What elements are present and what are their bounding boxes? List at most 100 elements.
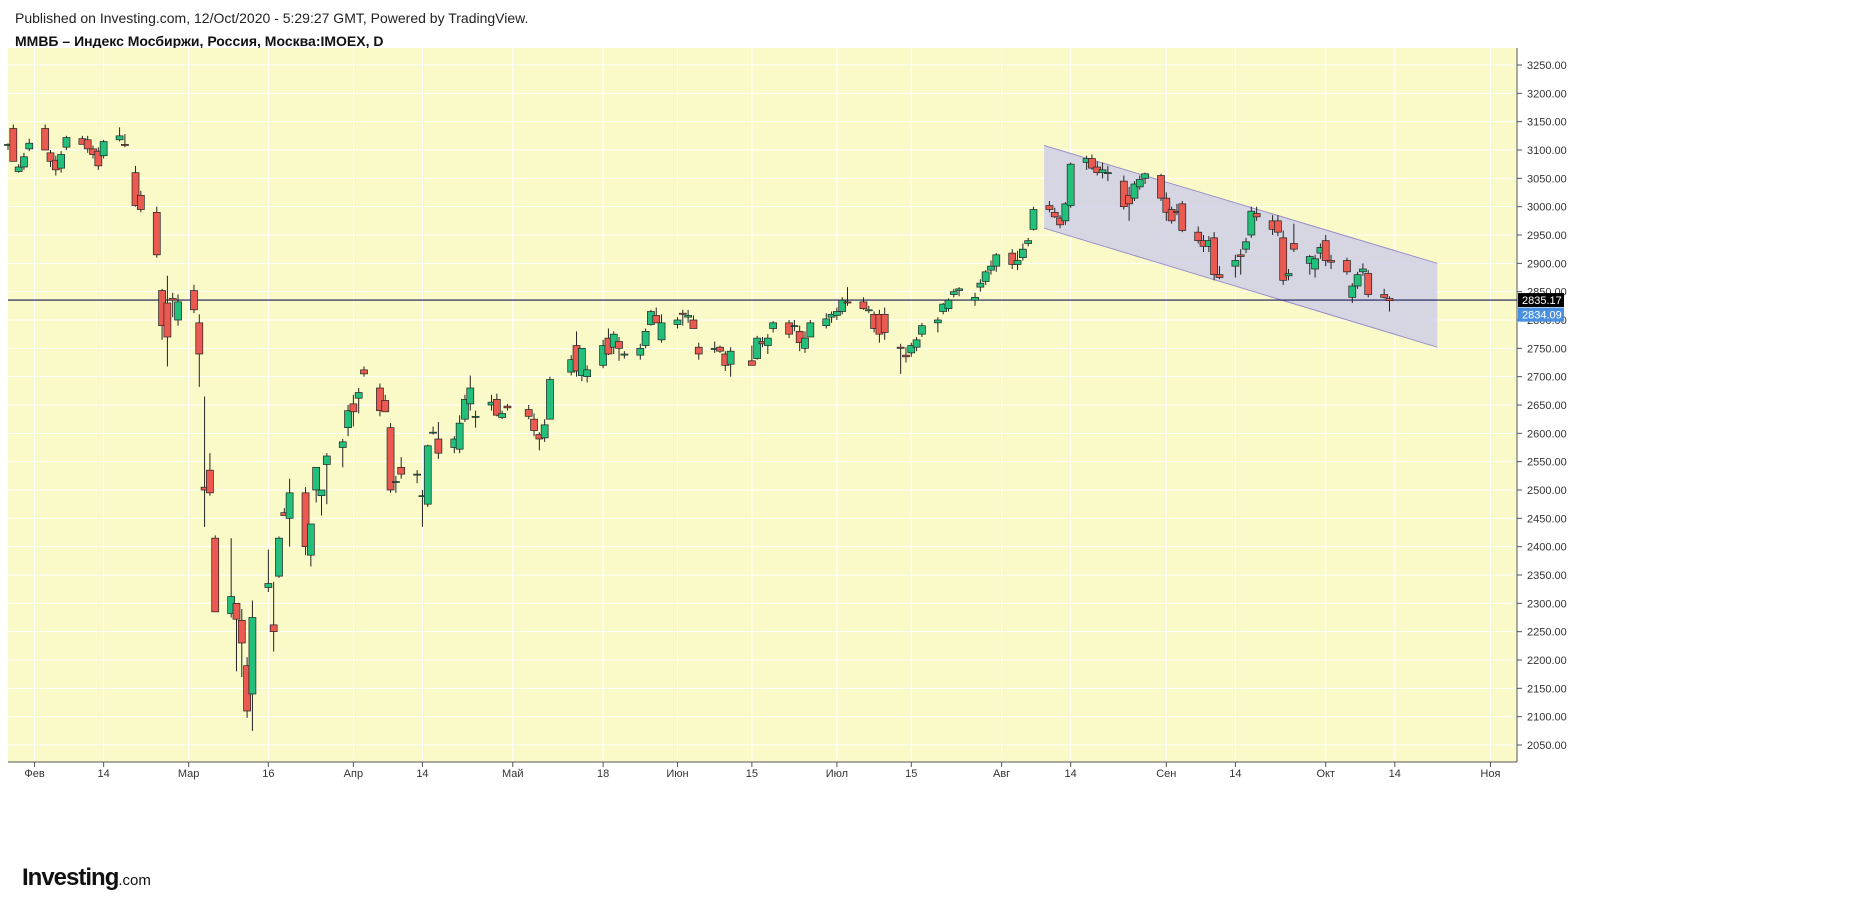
- candle: [620, 351, 629, 359]
- candle-body: [1380, 294, 1389, 298]
- candle-body: [434, 438, 443, 454]
- candle-body: [1141, 173, 1149, 179]
- time-tick-label: 15: [746, 768, 758, 780]
- candle-body: [1056, 217, 1064, 226]
- time-tick-label: Апр: [344, 768, 363, 780]
- candle: [322, 453, 331, 505]
- time-axis-area: [0, 762, 1517, 924]
- candle-body: [1024, 240, 1033, 244]
- candle: [1157, 173, 1165, 201]
- candle-body: [896, 346, 905, 349]
- candle-body: [753, 337, 762, 359]
- candle-body: [466, 387, 475, 405]
- candle: [206, 453, 214, 496]
- candle-body: [62, 137, 71, 148]
- time-tick-label: 14: [98, 768, 110, 780]
- candle: [1135, 175, 1144, 190]
- candle: [1194, 226, 1203, 244]
- candle-body: [354, 392, 363, 399]
- candle-body: [694, 346, 703, 355]
- price-tick-label: 2450.00: [1527, 513, 1567, 525]
- candle-body: [115, 135, 124, 141]
- time-tick-label: Мар: [178, 768, 200, 780]
- candle: [864, 305, 873, 314]
- price-tick-label: 2400.00: [1527, 542, 1567, 554]
- candle-body: [195, 322, 204, 355]
- candle-body: [769, 322, 777, 329]
- candle: [1289, 223, 1298, 252]
- candle-body: [540, 424, 549, 439]
- candle: [833, 307, 841, 320]
- candle: [195, 314, 204, 387]
- candle: [918, 322, 926, 337]
- candle: [57, 151, 65, 173]
- candle-body: [1119, 180, 1128, 208]
- investing-logo: Investing.com: [22, 864, 151, 892]
- price-tick-label: 3050.00: [1527, 173, 1567, 185]
- price-tick-label: 3200.00: [1527, 88, 1567, 100]
- candle-body: [902, 354, 910, 358]
- candle-body: [1284, 273, 1293, 277]
- price-tick-label: 3250.00: [1527, 60, 1567, 72]
- candle: [1236, 249, 1245, 275]
- candle: [684, 309, 692, 323]
- price-labels: 2835.17 2834.09: [1518, 293, 1564, 322]
- candle-body: [381, 400, 390, 413]
- candle-body: [1252, 213, 1261, 218]
- candle: [1359, 263, 1367, 276]
- candle: [434, 422, 443, 459]
- candle-body: [1162, 197, 1171, 213]
- candle-body: [838, 299, 847, 312]
- candle: [949, 288, 958, 298]
- candle-body: [843, 301, 852, 304]
- candle: [546, 376, 554, 420]
- candle: [1141, 172, 1149, 184]
- price-tick-label: 2600.00: [1527, 428, 1567, 440]
- candle: [716, 345, 724, 353]
- candle-body: [1045, 205, 1054, 210]
- candle: [1215, 266, 1224, 280]
- candle-body: [338, 441, 347, 448]
- candle-body: [248, 617, 257, 695]
- price-tick-label: 3150.00: [1527, 117, 1567, 129]
- candle: [376, 383, 384, 417]
- candle-body: [1353, 274, 1362, 287]
- candle-body: [822, 318, 831, 327]
- candle: [429, 426, 437, 435]
- candle: [131, 165, 140, 207]
- candle-body: [907, 345, 916, 354]
- candle: [806, 320, 815, 338]
- candle: [1088, 154, 1096, 170]
- candle-body: [83, 139, 92, 150]
- candle: [801, 331, 809, 353]
- candle: [790, 320, 799, 332]
- candle-body: [94, 150, 103, 167]
- candle-body: [136, 194, 145, 210]
- candle: [1008, 249, 1017, 269]
- last-price-label: 2835.17: [1522, 295, 1562, 307]
- candles: [4, 124, 1394, 731]
- channel-lower-line: [1043, 227, 1438, 348]
- price-tick-labels: 2050.00 2100.00 2150.00 2200.00 2250.00 2300.…: [1517, 60, 1567, 752]
- candle-body: [864, 309, 873, 312]
- candle: [907, 342, 916, 357]
- candle: [843, 287, 852, 306]
- candle-body: [360, 369, 368, 375]
- candle-body: [131, 172, 140, 206]
- candle-body: [9, 128, 18, 162]
- candle-body: [1364, 273, 1373, 295]
- candle: [99, 139, 108, 159]
- candle-body: [503, 405, 512, 409]
- candle-body: [152, 211, 161, 256]
- candle-body: [1215, 274, 1224, 278]
- candle-body: [1104, 172, 1112, 175]
- candle: [1321, 235, 1330, 267]
- candle-body: [1098, 169, 1107, 174]
- candle: [1066, 162, 1075, 208]
- candle-body: [376, 387, 384, 412]
- candle-body: [14, 166, 23, 172]
- candle: [174, 294, 182, 326]
- candle-body: [689, 319, 698, 329]
- candle-body: [232, 602, 241, 620]
